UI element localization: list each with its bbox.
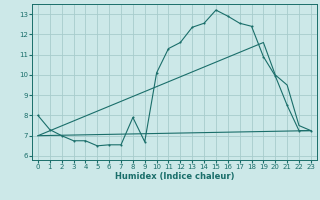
X-axis label: Humidex (Indice chaleur): Humidex (Indice chaleur) — [115, 172, 234, 181]
